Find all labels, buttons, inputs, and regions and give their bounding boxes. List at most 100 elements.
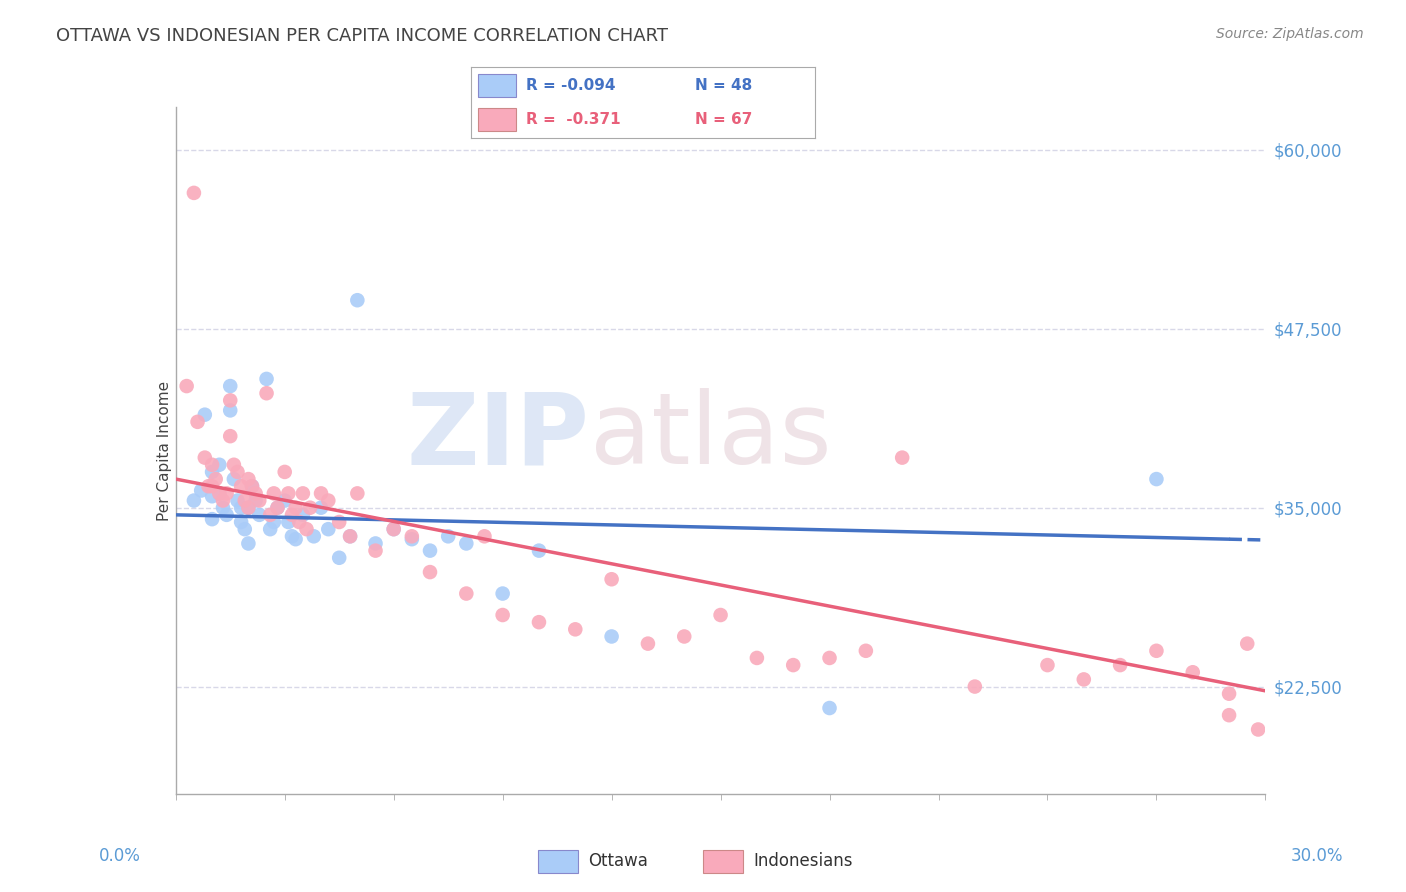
- Point: [600, 572, 623, 586]
- Point: [247, 493, 270, 508]
- Point: [782, 658, 804, 673]
- Point: [818, 651, 841, 665]
- Point: [318, 493, 340, 508]
- Point: [1146, 472, 1168, 486]
- Text: atlas: atlas: [591, 388, 831, 485]
- Point: [281, 508, 304, 522]
- Point: [238, 536, 260, 550]
- Point: [527, 615, 550, 630]
- Point: [600, 630, 623, 644]
- Point: [194, 408, 217, 422]
- Point: [284, 500, 307, 515]
- Point: [208, 486, 231, 500]
- Point: [637, 637, 659, 651]
- Point: [1036, 658, 1059, 673]
- Point: [212, 500, 235, 515]
- Point: [190, 483, 212, 498]
- Point: [281, 529, 304, 543]
- Text: OTTAWA VS INDONESIAN PER CAPITA INCOME CORRELATION CHART: OTTAWA VS INDONESIAN PER CAPITA INCOME C…: [56, 27, 668, 45]
- Point: [492, 607, 515, 622]
- Point: [277, 515, 299, 529]
- Point: [745, 651, 768, 665]
- Point: [256, 372, 278, 386]
- Text: Source: ZipAtlas.com: Source: ZipAtlas.com: [1216, 27, 1364, 41]
- Text: R =  -0.371: R = -0.371: [526, 112, 621, 128]
- Bar: [537, 850, 578, 873]
- Point: [266, 500, 288, 515]
- Point: [245, 486, 267, 500]
- Point: [673, 630, 696, 644]
- Point: [456, 536, 478, 550]
- Point: [238, 472, 260, 486]
- Point: [474, 529, 496, 543]
- Point: [492, 586, 515, 600]
- Point: [201, 512, 224, 526]
- Point: [219, 393, 242, 408]
- Point: [339, 529, 361, 543]
- Point: [328, 515, 350, 529]
- Text: 30.0%: 30.0%: [1291, 847, 1343, 865]
- Point: [891, 450, 914, 465]
- Point: [226, 493, 249, 508]
- Point: [197, 479, 219, 493]
- Point: [263, 486, 285, 500]
- Point: [222, 472, 245, 486]
- Point: [401, 532, 423, 546]
- Point: [1218, 687, 1240, 701]
- Point: [226, 465, 249, 479]
- Point: [1236, 637, 1258, 651]
- Point: [456, 586, 478, 600]
- Point: [1247, 723, 1270, 737]
- Point: [401, 529, 423, 543]
- Point: [339, 529, 361, 543]
- Point: [240, 479, 263, 493]
- Point: [238, 500, 260, 515]
- Point: [328, 550, 350, 565]
- Point: [176, 379, 198, 393]
- Point: [309, 500, 332, 515]
- Point: [183, 186, 205, 200]
- Text: R = -0.094: R = -0.094: [526, 78, 616, 93]
- Point: [274, 493, 297, 508]
- Point: [302, 529, 325, 543]
- Point: [183, 493, 205, 508]
- Point: [346, 293, 368, 308]
- Point: [382, 522, 405, 536]
- Point: [233, 522, 256, 536]
- Point: [219, 429, 242, 443]
- Point: [382, 522, 405, 536]
- Point: [263, 515, 285, 529]
- Text: N = 48: N = 48: [695, 78, 752, 93]
- Point: [818, 701, 841, 715]
- Point: [201, 458, 224, 472]
- Point: [309, 486, 332, 500]
- Point: [247, 508, 270, 522]
- Point: [299, 500, 322, 515]
- Bar: [703, 850, 744, 873]
- Point: [1073, 673, 1095, 687]
- Point: [219, 403, 242, 417]
- Point: [318, 522, 340, 536]
- Point: [240, 479, 263, 493]
- Point: [284, 532, 307, 546]
- Point: [364, 536, 387, 550]
- Text: Ottawa: Ottawa: [588, 852, 648, 870]
- Point: [1181, 665, 1204, 680]
- Point: [963, 680, 986, 694]
- Point: [291, 508, 314, 522]
- Point: [710, 607, 733, 622]
- Point: [201, 489, 224, 503]
- Point: [1146, 644, 1168, 658]
- Point: [231, 515, 253, 529]
- Point: [419, 565, 441, 579]
- Text: 0.0%: 0.0%: [98, 847, 141, 865]
- Text: ZIP: ZIP: [406, 388, 591, 485]
- Point: [295, 522, 318, 536]
- Point: [527, 543, 550, 558]
- Point: [208, 486, 231, 500]
- Point: [194, 450, 217, 465]
- Point: [215, 486, 238, 500]
- Point: [201, 465, 224, 479]
- Point: [219, 379, 242, 393]
- Point: [364, 543, 387, 558]
